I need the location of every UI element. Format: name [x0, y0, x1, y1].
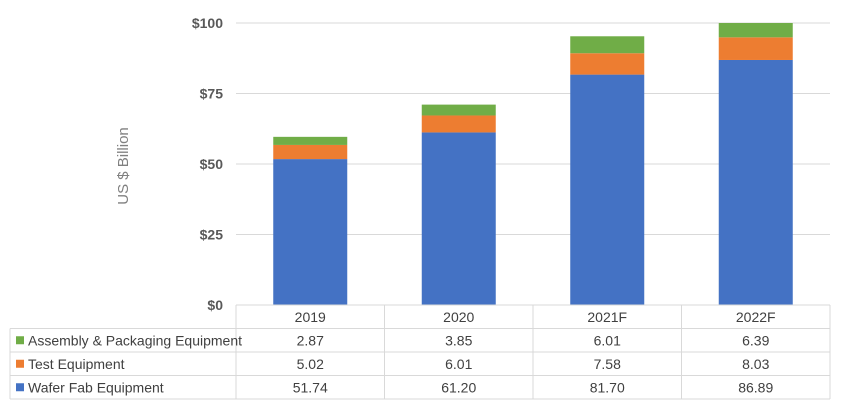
bar-segment: [570, 74, 645, 305]
bar-segment: [718, 37, 793, 60]
y-axis-label: US $ Billion: [115, 127, 132, 205]
bar-segment: [718, 23, 793, 38]
legend-key: [16, 383, 24, 392]
data-value: 7.58: [594, 356, 621, 372]
x-tick-label: 2021F: [587, 309, 627, 325]
series-label: Test Equipment: [28, 356, 125, 372]
bar-segment: [421, 115, 496, 133]
legend-key: [16, 359, 24, 368]
data-value: 86.89: [738, 379, 773, 395]
series-label: Assembly & Packaging Equipment: [28, 332, 242, 348]
legend-key: [16, 336, 24, 345]
data-table: 2019 2020 2021F 2022F Assembly & Packaging E…: [9, 304, 831, 400]
bars: [273, 23, 793, 305]
bar-segment: [273, 136, 348, 145]
data-value: 2.87: [297, 332, 324, 348]
bar-segment: [421, 132, 496, 305]
series-label: Wafer Fab Equipment: [28, 379, 164, 395]
bar-segment: [421, 104, 496, 116]
bar-segment: [718, 59, 793, 305]
y-tick-label: $0: [207, 297, 223, 313]
bar-segment: [570, 53, 645, 75]
bar-segment: [273, 144, 348, 160]
x-tick-label: 2022F: [736, 309, 776, 325]
data-value: 3.85: [445, 332, 472, 348]
y-tick-label: $100: [192, 15, 223, 31]
bar-segment: [570, 36, 645, 54]
data-value: 6.01: [594, 332, 621, 348]
bar-segment: [273, 159, 348, 305]
y-axis-ticks: $0 $25 $50 $75 $100: [192, 15, 223, 313]
data-value: 51.74: [293, 379, 328, 395]
x-tick-label: 2020: [443, 309, 474, 325]
data-value: 6.39: [742, 332, 769, 348]
y-tick-label: $75: [200, 86, 224, 102]
data-value: 61.20: [441, 379, 476, 395]
y-tick-label: $50: [200, 156, 224, 172]
data-value: 81.70: [590, 379, 625, 395]
data-value: 5.02: [297, 356, 324, 372]
data-value: 6.01: [445, 356, 472, 372]
data-value: 8.03: [742, 356, 769, 372]
x-tick-label: 2019: [295, 309, 326, 325]
y-tick-label: $25: [200, 227, 224, 243]
